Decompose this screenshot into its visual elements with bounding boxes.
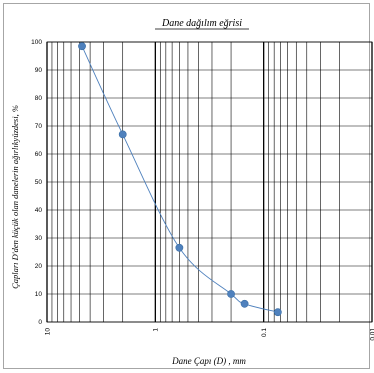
y-tick-label: 30	[35, 235, 43, 242]
chart-frame	[3, 3, 370, 369]
y-tick-label: 40	[35, 207, 43, 214]
grid-layer	[46, 41, 373, 323]
y-tick-label: 10	[35, 291, 43, 298]
chart-title: Dane dağılım eğrisi	[161, 18, 242, 29]
x-tick-label: 0.1	[261, 328, 268, 337]
y-tick-label: 50	[35, 179, 43, 186]
x-tick-label: 1	[153, 328, 160, 332]
x-axis-label: Dane Çapı (D) , mm	[171, 356, 246, 366]
y-tick-label: 100	[31, 39, 42, 46]
x-tick-label: 10	[44, 328, 51, 336]
series-curve	[81, 46, 278, 313]
data-point	[273, 308, 282, 317]
data-point	[78, 42, 86, 51]
plot-border	[46, 41, 373, 323]
y-tick-label: 90	[35, 67, 43, 74]
point-layer	[78, 42, 282, 317]
y-tick-label: 60	[35, 151, 43, 158]
data-point	[175, 243, 184, 252]
y-tick-label: 0	[38, 319, 42, 326]
y-tick-label: 70	[35, 123, 43, 130]
data-point	[227, 290, 235, 298]
curve-layer	[81, 46, 278, 313]
x-tick-label: 0.01	[369, 328, 374, 341]
y-tick-label: 80	[35, 95, 43, 102]
data-point	[240, 299, 249, 308]
y-tick-label: 20	[35, 263, 43, 270]
data-point	[118, 130, 127, 139]
y-axis-label: Çapları D'den küçük olan danelerin ağırl…	[10, 105, 20, 289]
